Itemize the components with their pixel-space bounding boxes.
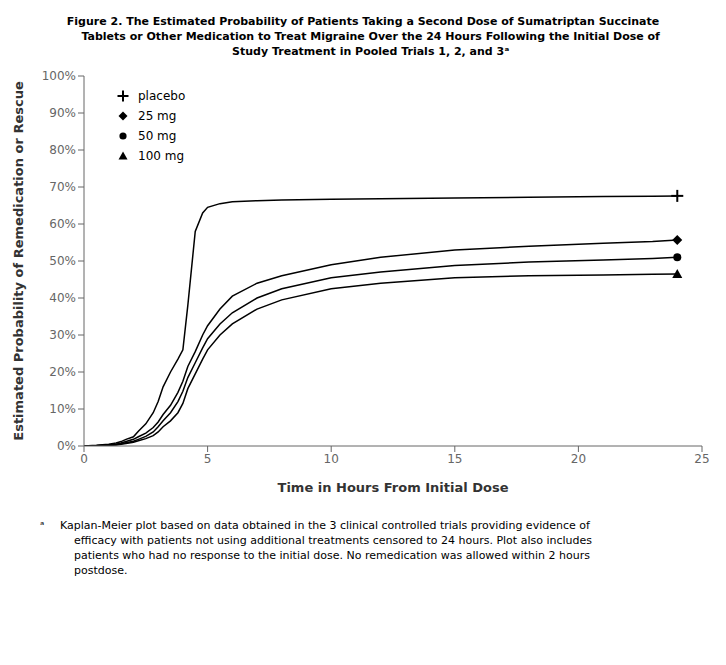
svg-text:5: 5 xyxy=(204,452,212,466)
html-text:ᵃ: ᵃ xyxy=(40,519,45,532)
html-text:placebo: placebo xyxy=(138,89,186,103)
svg-text:60%: 60% xyxy=(49,217,76,231)
html-text:Figure 2. The Estimated Probab: Figure 2. The Estimated Probability of P… xyxy=(66,15,660,58)
svg-text:90%: 90% xyxy=(49,106,76,120)
svg-text:20%: 20% xyxy=(49,365,76,379)
svg-text:80%: 80% xyxy=(49,143,76,157)
html-text:50 mg: 50 mg xyxy=(138,129,177,143)
svg-text:Estimated Probability of Remed: Estimated Probability of Remedication or… xyxy=(11,81,26,441)
html-text:Kaplan-Meier plot based on dat: Kaplan-Meier plot based on data obtained… xyxy=(60,519,592,577)
svg-text:70%: 70% xyxy=(49,180,76,194)
svg-text:20: 20 xyxy=(571,452,586,466)
html-text:100 mg: 100 mg xyxy=(138,149,184,163)
svg-text:0%: 0% xyxy=(57,439,76,453)
svg-text:0: 0 xyxy=(80,452,88,466)
svg-text:10: 10 xyxy=(324,452,339,466)
svg-text:40%: 40% xyxy=(49,291,76,305)
svg-text:Time in Hours From Initial Dos: Time in Hours From Initial Dose xyxy=(278,480,509,495)
svg-text:50%: 50% xyxy=(49,254,76,268)
svg-text:25: 25 xyxy=(694,452,709,466)
svg-text:30%: 30% xyxy=(49,328,76,342)
svg-text:15: 15 xyxy=(447,452,462,466)
svg-text:100%: 100% xyxy=(42,69,76,83)
svg-text:10%: 10% xyxy=(49,402,76,416)
html-text:25 mg: 25 mg xyxy=(138,109,177,123)
